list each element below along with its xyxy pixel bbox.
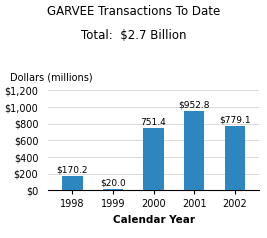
Text: $20.0: $20.0 (100, 178, 126, 188)
Bar (103, 189, 123, 190)
Bar (184, 111, 204, 190)
Text: $952.8: $952.8 (178, 101, 210, 110)
Bar (62, 176, 83, 190)
Text: Dollars (millions): Dollars (millions) (10, 72, 93, 82)
Bar (143, 128, 164, 190)
Text: $170.2: $170.2 (57, 166, 88, 175)
X-axis label: Calendar Year: Calendar Year (112, 215, 195, 225)
Text: Total:  $2.7 Billion: Total: $2.7 Billion (81, 29, 186, 42)
Bar (225, 125, 245, 190)
Text: $779.1: $779.1 (219, 115, 250, 124)
Text: GARVEE Transactions To Date: GARVEE Transactions To Date (47, 5, 220, 18)
Text: 751.4: 751.4 (141, 118, 166, 127)
